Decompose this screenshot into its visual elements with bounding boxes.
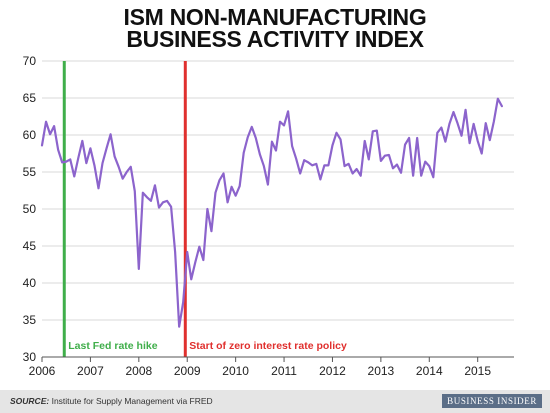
y-tick-label: 30	[23, 350, 37, 364]
zero-rate-policy-label: Start of zero interest rate policy	[189, 340, 347, 352]
x-tick-label: 2012	[319, 364, 346, 378]
line-chart: 30 35 40 45 50 55 60 65 70 2006 2007 2008 2009 2010 20…	[23, 54, 514, 378]
x-tick-label: 2014	[416, 364, 443, 378]
x-tick-label: 2009	[174, 364, 201, 378]
annotation-labels: Last Fed rate hike Start of zero interest…	[68, 340, 347, 352]
y-tick-label: 65	[23, 91, 37, 105]
y-tick-label: 50	[23, 202, 37, 216]
x-tick-label: 2015	[464, 364, 491, 378]
source-text: Institute for Supply Management via FRED	[51, 396, 213, 406]
series-line-0	[40, 97, 503, 328]
axes: 30 35 40 45 50 55 60 65 70 2006 2007 2008 2009 2010 20…	[23, 54, 514, 378]
y-tick-label: 40	[23, 276, 37, 290]
business-insider-logo: BUSINESS INSIDER	[442, 394, 542, 408]
y-tick-label: 70	[23, 54, 37, 68]
x-tick-label: 2007	[77, 364, 104, 378]
last-fed-hike-label: Last Fed rate hike	[68, 340, 157, 352]
y-tick-label: 60	[23, 128, 37, 142]
series-layer	[40, 97, 503, 328]
source-note: SOURCE: Institute for Supply Management …	[10, 396, 213, 406]
source-label: SOURCE:	[10, 396, 50, 406]
event-markers	[62, 61, 187, 357]
x-tick-label: 2008	[125, 364, 152, 378]
y-tick-label: 35	[23, 313, 37, 327]
chart-title-line-2: BUSINESS ACTIVITY INDEX	[126, 26, 424, 52]
y-tick-label: 55	[23, 165, 37, 179]
x-tick-label: 2010	[222, 364, 249, 378]
x-tick-label: 2011	[271, 364, 297, 378]
y-tick-label: 45	[23, 239, 37, 253]
chart-title: ISM NON-MANUFACTURING BUSINESS ACTIVITY …	[0, 4, 550, 52]
x-tick-label: 2006	[29, 364, 56, 378]
x-tick-label: 2013	[368, 364, 395, 378]
gridlines	[42, 60, 514, 358]
source-footer: SOURCE: Institute for Supply Management …	[0, 390, 550, 413]
chart-title-line-1: ISM NON-MANUFACTURING	[123, 4, 427, 30]
